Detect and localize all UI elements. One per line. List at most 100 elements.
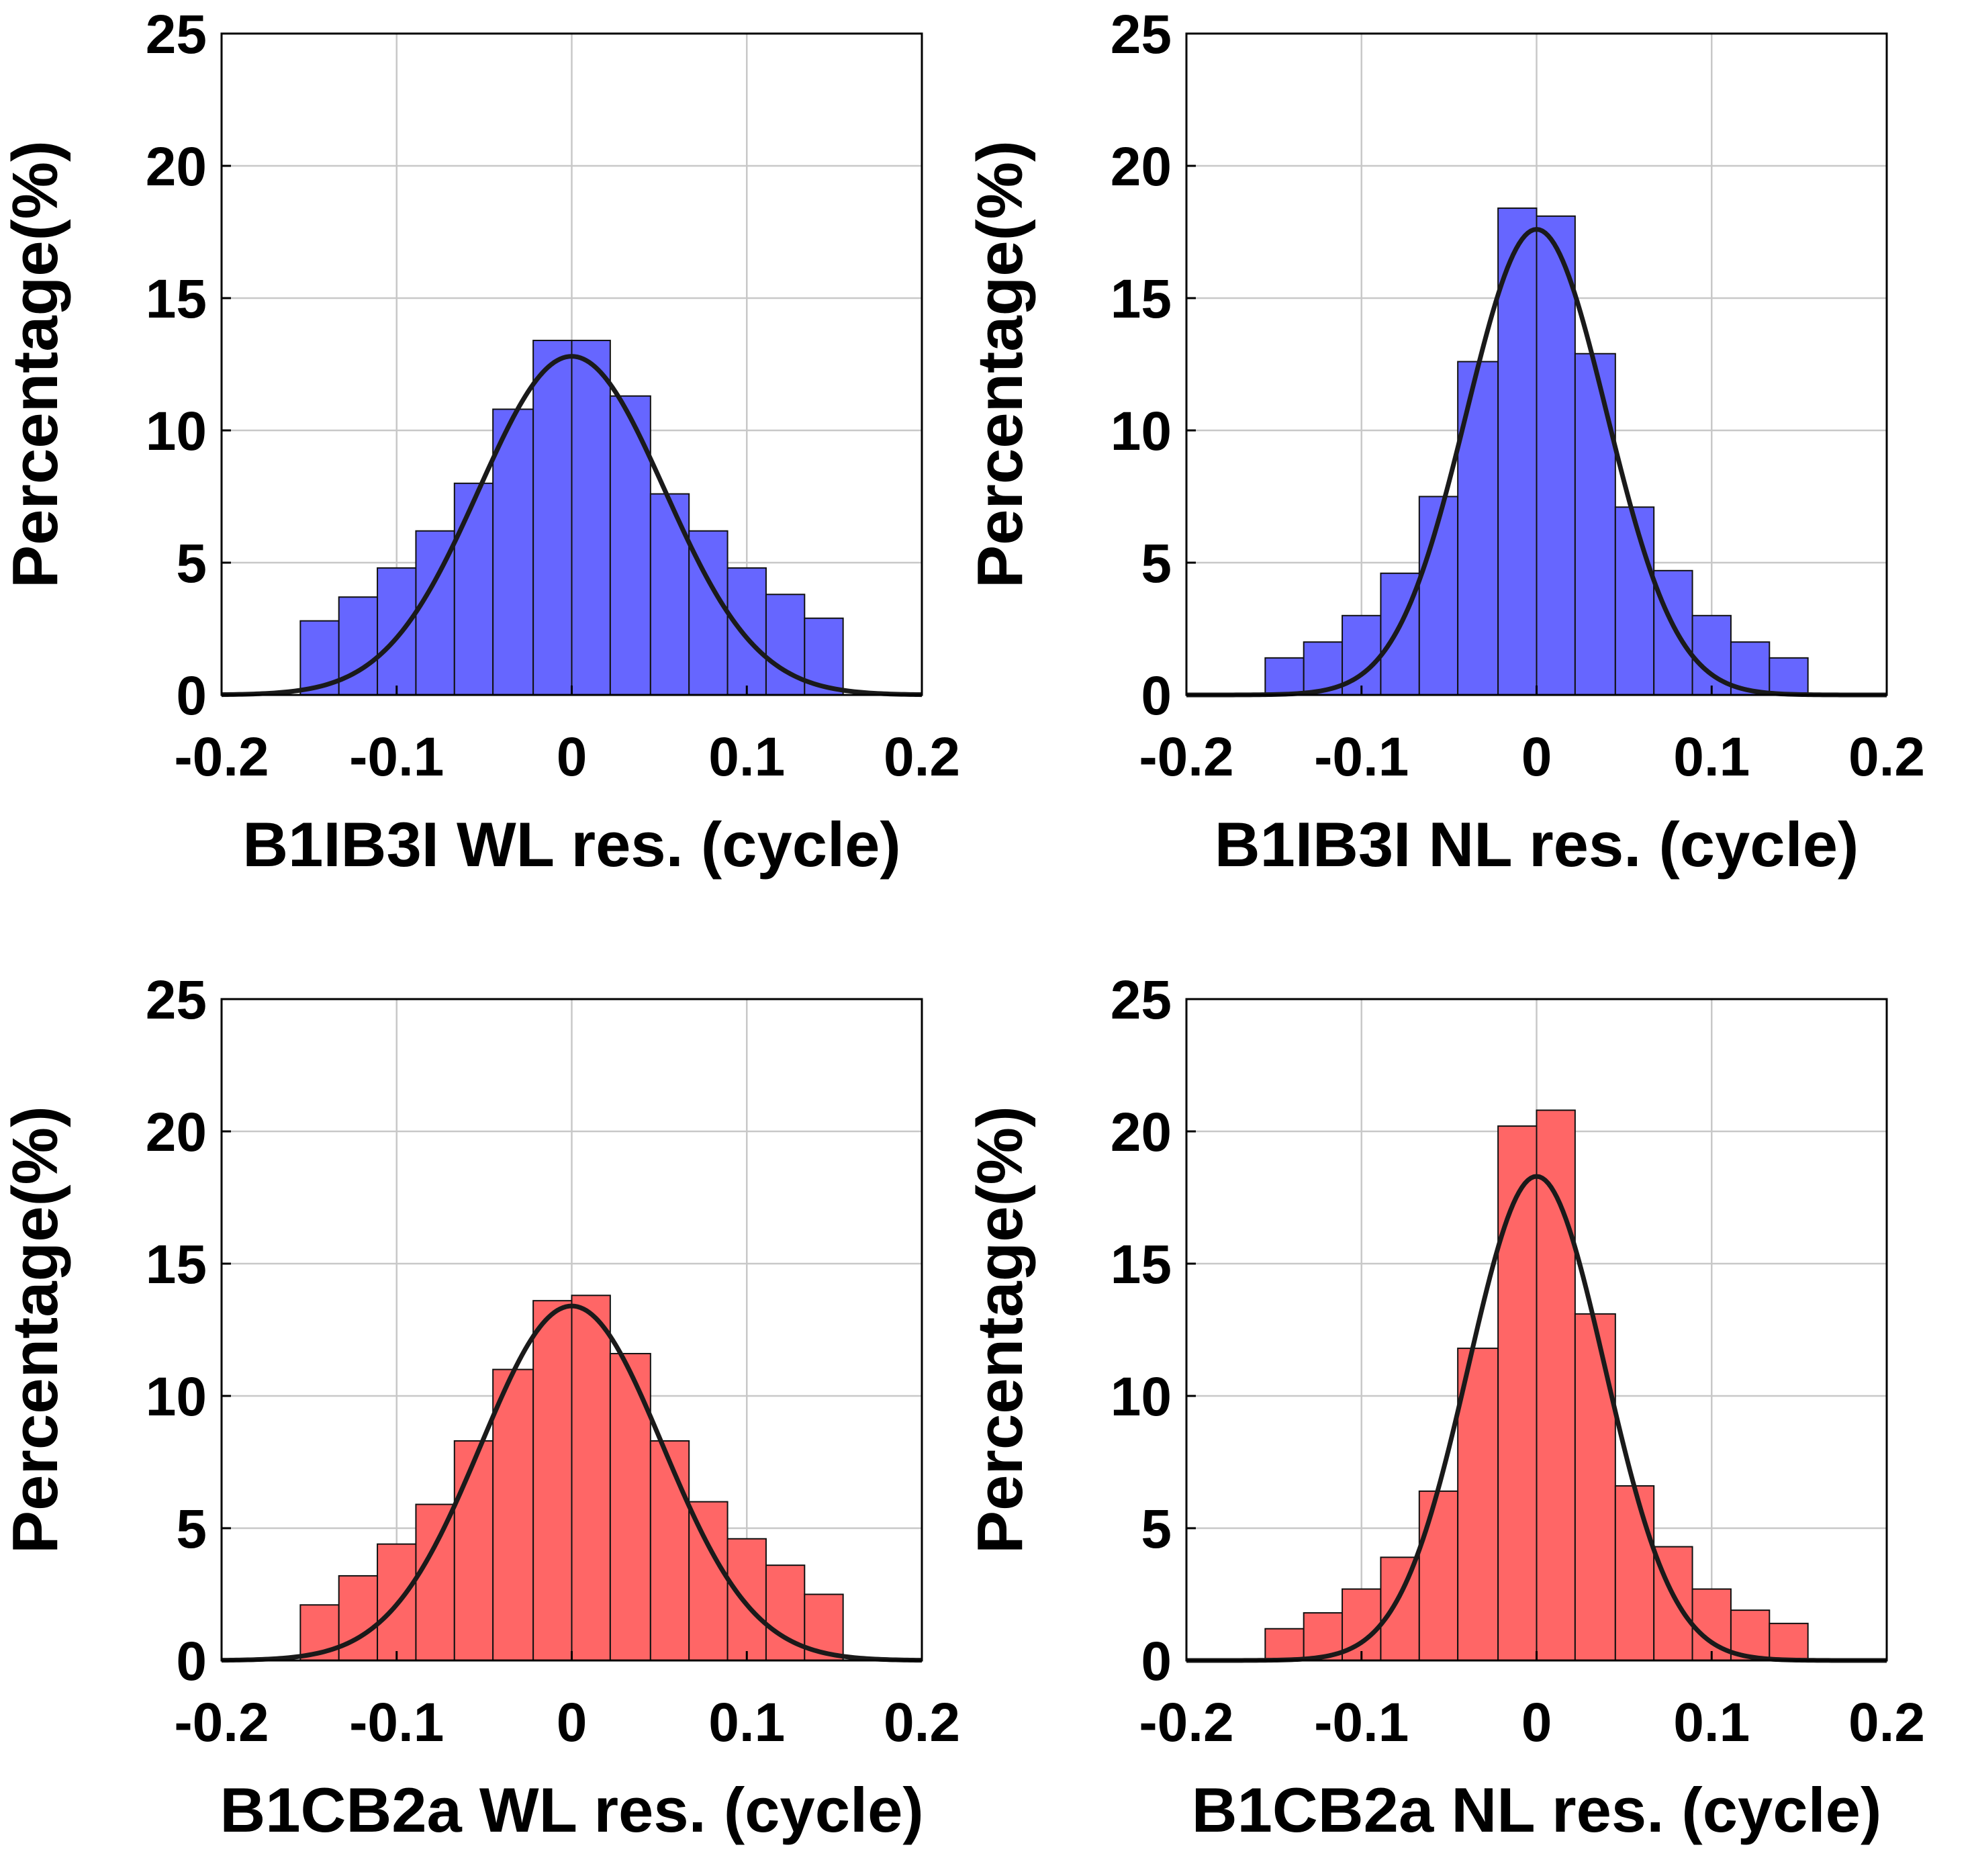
- x-tick-label: -0.2: [174, 726, 269, 788]
- histogram-bar: [1264, 657, 1305, 696]
- x-tick-label: -0.2: [1139, 726, 1233, 788]
- x-axis-label: B1IB3I WL res. (cycle): [242, 809, 900, 880]
- fit-layer: [221, 1303, 923, 1663]
- x-tick-label: 0.1: [1673, 1692, 1750, 1753]
- tick-layer: -0.2 -0.1 0 0.1 0.2 0 5 10 15 20 25: [1111, 4, 1925, 788]
- y-axis-label: Percentage(%): [0, 1106, 71, 1554]
- x-tick-label: 0.2: [884, 726, 960, 788]
- y-tick-label: 10: [146, 1366, 207, 1427]
- y-tick-label: 15: [1111, 269, 1172, 330]
- tick-layer: -0.2 -0.1 0 0.1 0.2 0 5 10 15 20 25: [1111, 970, 1925, 1753]
- histogram-bar: [1614, 1485, 1655, 1661]
- histogram-bar: [453, 482, 494, 696]
- histogram-bar: [571, 340, 611, 696]
- x-tick-label: 0: [1521, 726, 1552, 788]
- gaussian-fit-curve: [1186, 1174, 1887, 1663]
- histogram-bar: [1418, 1490, 1459, 1662]
- x-tick-label: 0.2: [1848, 1692, 1925, 1753]
- y-tick-label: 0: [176, 1631, 207, 1692]
- gaussian-fit-curve: [221, 354, 923, 698]
- histogram-bar: [1418, 496, 1459, 696]
- histogram-bar: [532, 340, 573, 696]
- bar-layer: [1264, 207, 1809, 696]
- y-tick-label: 5: [1141, 533, 1172, 594]
- panel-b1ib3i-nl: -0.2 -0.1 0 0.1 0.2 0 5 10 15 20 25 B1IB3I NL res.…: [964, 4, 1925, 880]
- histogram-bar: [649, 1440, 690, 1661]
- fit-layer: [1186, 1174, 1887, 1663]
- histogram-bar: [726, 567, 767, 696]
- histogram-bar: [1380, 1556, 1420, 1662]
- histogram-bar: [726, 1538, 767, 1662]
- x-tick-label: -0.2: [174, 1692, 269, 1753]
- x-tick-label: -0.2: [1139, 1692, 1233, 1753]
- y-tick-label: 15: [1111, 1234, 1172, 1295]
- x-tick-label: -0.1: [349, 1692, 444, 1753]
- y-tick-label: 20: [1111, 1102, 1172, 1163]
- x-tick-label: 0.1: [1673, 726, 1750, 788]
- x-tick-label: 0.1: [708, 1692, 785, 1753]
- histogram-bar: [1497, 207, 1538, 696]
- histogram-bar: [453, 1440, 494, 1661]
- fit-layer: [221, 354, 923, 698]
- y-tick-label: 20: [1111, 136, 1172, 197]
- x-axis-label: B1CB2a NL res. (cycle): [1192, 1775, 1882, 1845]
- y-tick-label: 0: [1141, 1631, 1172, 1692]
- histogram-bar: [532, 1300, 573, 1662]
- histogram-bar: [649, 493, 690, 696]
- x-tick-label: 0.2: [1848, 726, 1925, 788]
- y-tick-label: 10: [1111, 401, 1172, 462]
- x-tick-label: 0.2: [884, 1692, 960, 1753]
- y-axis-label: Percentage(%): [964, 140, 1036, 588]
- y-tick-label: 5: [176, 1499, 207, 1560]
- histogram-bar: [1457, 1348, 1499, 1661]
- bar-layer: [299, 340, 844, 696]
- y-tick-label: 20: [146, 136, 207, 197]
- fit-layer: [1186, 227, 1887, 698]
- x-axis-label: B1IB3I NL res. (cycle): [1215, 809, 1859, 880]
- y-tick-label: 25: [146, 970, 207, 1031]
- x-tick-label: -0.1: [349, 726, 444, 788]
- x-tick-label: -0.1: [1314, 1692, 1409, 1753]
- histogram-bar: [492, 408, 534, 696]
- histogram-bar: [688, 1501, 729, 1662]
- histogram-bar: [1574, 1313, 1616, 1661]
- y-axis-label: Percentage(%): [964, 1106, 1036, 1554]
- histogram-bar: [1497, 1125, 1538, 1661]
- histogram-bar: [377, 567, 417, 696]
- y-tick-label: 25: [1111, 970, 1172, 1031]
- y-tick-label: 15: [146, 269, 207, 330]
- panel-b1cb2a-nl: -0.2 -0.1 0 0.1 0.2 0 5 10 15 20 25 B1CB2a NL res.…: [964, 970, 1925, 1845]
- y-tick-label: 25: [146, 4, 207, 65]
- histogram-bar: [338, 1575, 379, 1661]
- y-tick-label: 5: [176, 533, 207, 594]
- x-tick-label: 0: [557, 1692, 588, 1753]
- tick-layer: -0.2 -0.1 0 0.1 0.2 0 5 10 15 20 25: [146, 4, 960, 788]
- y-tick-label: 0: [176, 665, 207, 726]
- y-tick-label: 15: [146, 1234, 207, 1295]
- y-tick-label: 10: [1111, 1366, 1172, 1427]
- histogram-bar: [1264, 1628, 1305, 1661]
- panel-b1ib3i-wl: -0.2 -0.1 0 0.1 0.2 0 5 10 15 20 25 B1IB3I WL res.…: [0, 4, 960, 880]
- tick-layer: -0.2 -0.1 0 0.1 0.2 0 5 10 15 20 25: [146, 970, 960, 1753]
- bar-layer: [1264, 1109, 1809, 1662]
- panel-b1cb2a-wl: -0.2 -0.1 0 0.1 0.2 0 5 10 15 20 25 B1CB2a WL res.…: [0, 970, 960, 1845]
- histogram-bar: [571, 1295, 611, 1661]
- y-tick-label: 20: [146, 1102, 207, 1163]
- histogram-bar: [492, 1368, 534, 1661]
- histogram-bar: [1769, 1622, 1809, 1662]
- histogram-bar: [1457, 361, 1499, 696]
- histogram-bar: [1536, 215, 1576, 696]
- gaussian-fit-curve: [221, 1303, 923, 1663]
- x-tick-label: -0.1: [1314, 726, 1409, 788]
- bar-layer: [299, 1295, 844, 1662]
- histogram-bar: [415, 1503, 455, 1662]
- gaussian-fit-curve: [1186, 227, 1887, 698]
- x-tick-label: 0.1: [708, 726, 785, 788]
- x-tick-label: 0: [1521, 1692, 1552, 1753]
- y-tick-label: 5: [1141, 1499, 1172, 1560]
- histogram-bar: [609, 395, 651, 696]
- x-tick-label: 0: [557, 726, 588, 788]
- histogram-bar: [1614, 506, 1655, 696]
- x-axis-label: B1CB2a WL res. (cycle): [220, 1775, 923, 1845]
